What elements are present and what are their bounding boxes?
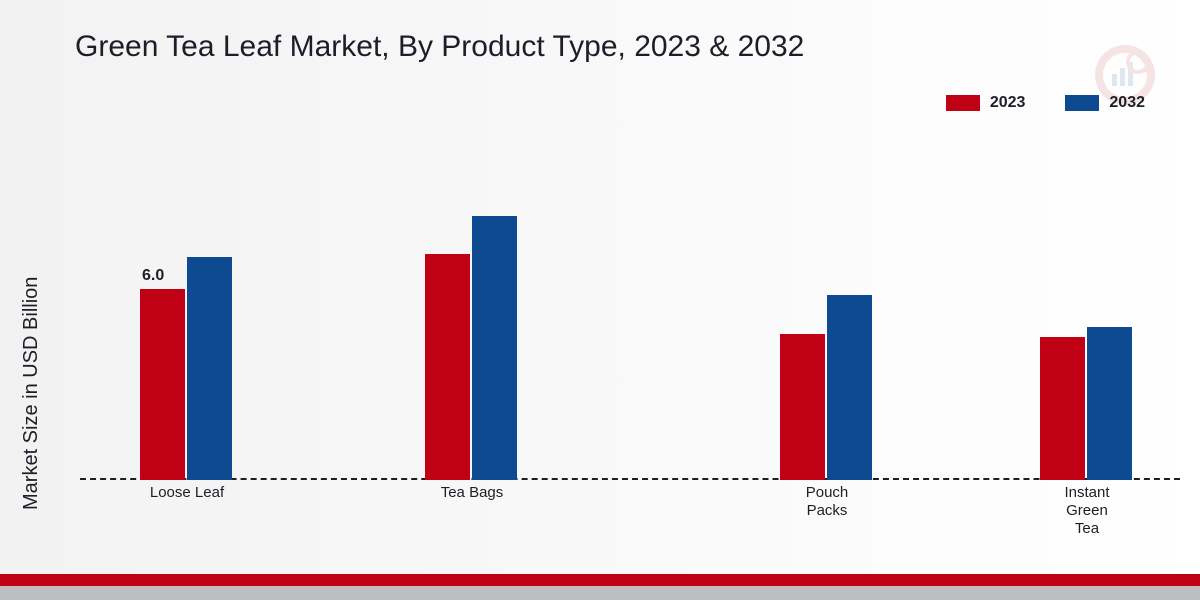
x-tick-label: InstantGreenTea xyxy=(1027,484,1147,538)
footer-bar-red xyxy=(0,574,1200,586)
legend-swatch-2023 xyxy=(946,95,980,111)
footer-bar-grey xyxy=(0,586,1200,600)
plot-area: 6.0 xyxy=(80,130,1180,480)
bar-group xyxy=(425,216,517,480)
bar xyxy=(827,295,872,480)
bar xyxy=(780,334,825,480)
legend-item-2032: 2032 xyxy=(1065,94,1145,112)
legend-item-2023: 2023 xyxy=(946,94,1026,112)
x-tick-label: Tea Bags xyxy=(412,484,532,502)
legend-label-2032: 2032 xyxy=(1109,94,1145,112)
bar xyxy=(1087,327,1132,480)
bar xyxy=(1040,337,1085,480)
chart-title: Green Tea Leaf Market, By Product Type, … xyxy=(75,30,804,64)
bar xyxy=(140,289,185,480)
x-tick-label: Loose Leaf xyxy=(127,484,247,502)
legend-label-2023: 2023 xyxy=(990,94,1026,112)
page: Green Tea Leaf Market, By Product Type, … xyxy=(0,0,1200,600)
bar-group xyxy=(780,295,872,480)
bar-group xyxy=(1040,327,1132,480)
bar xyxy=(425,254,470,480)
y-axis-label: Market Size in USD Billion xyxy=(20,277,43,510)
bar xyxy=(472,216,517,480)
bar-data-label: 6.0 xyxy=(142,267,164,285)
x-axis-labels: Loose Leaf Tea Bags PouchPacks InstantGreen… xyxy=(80,480,1180,540)
x-tick-label: PouchPacks xyxy=(767,484,887,520)
legend-swatch-2032 xyxy=(1065,95,1099,111)
bar-group xyxy=(140,257,232,480)
bar xyxy=(187,257,232,480)
legend: 2023 2032 xyxy=(946,94,1145,112)
